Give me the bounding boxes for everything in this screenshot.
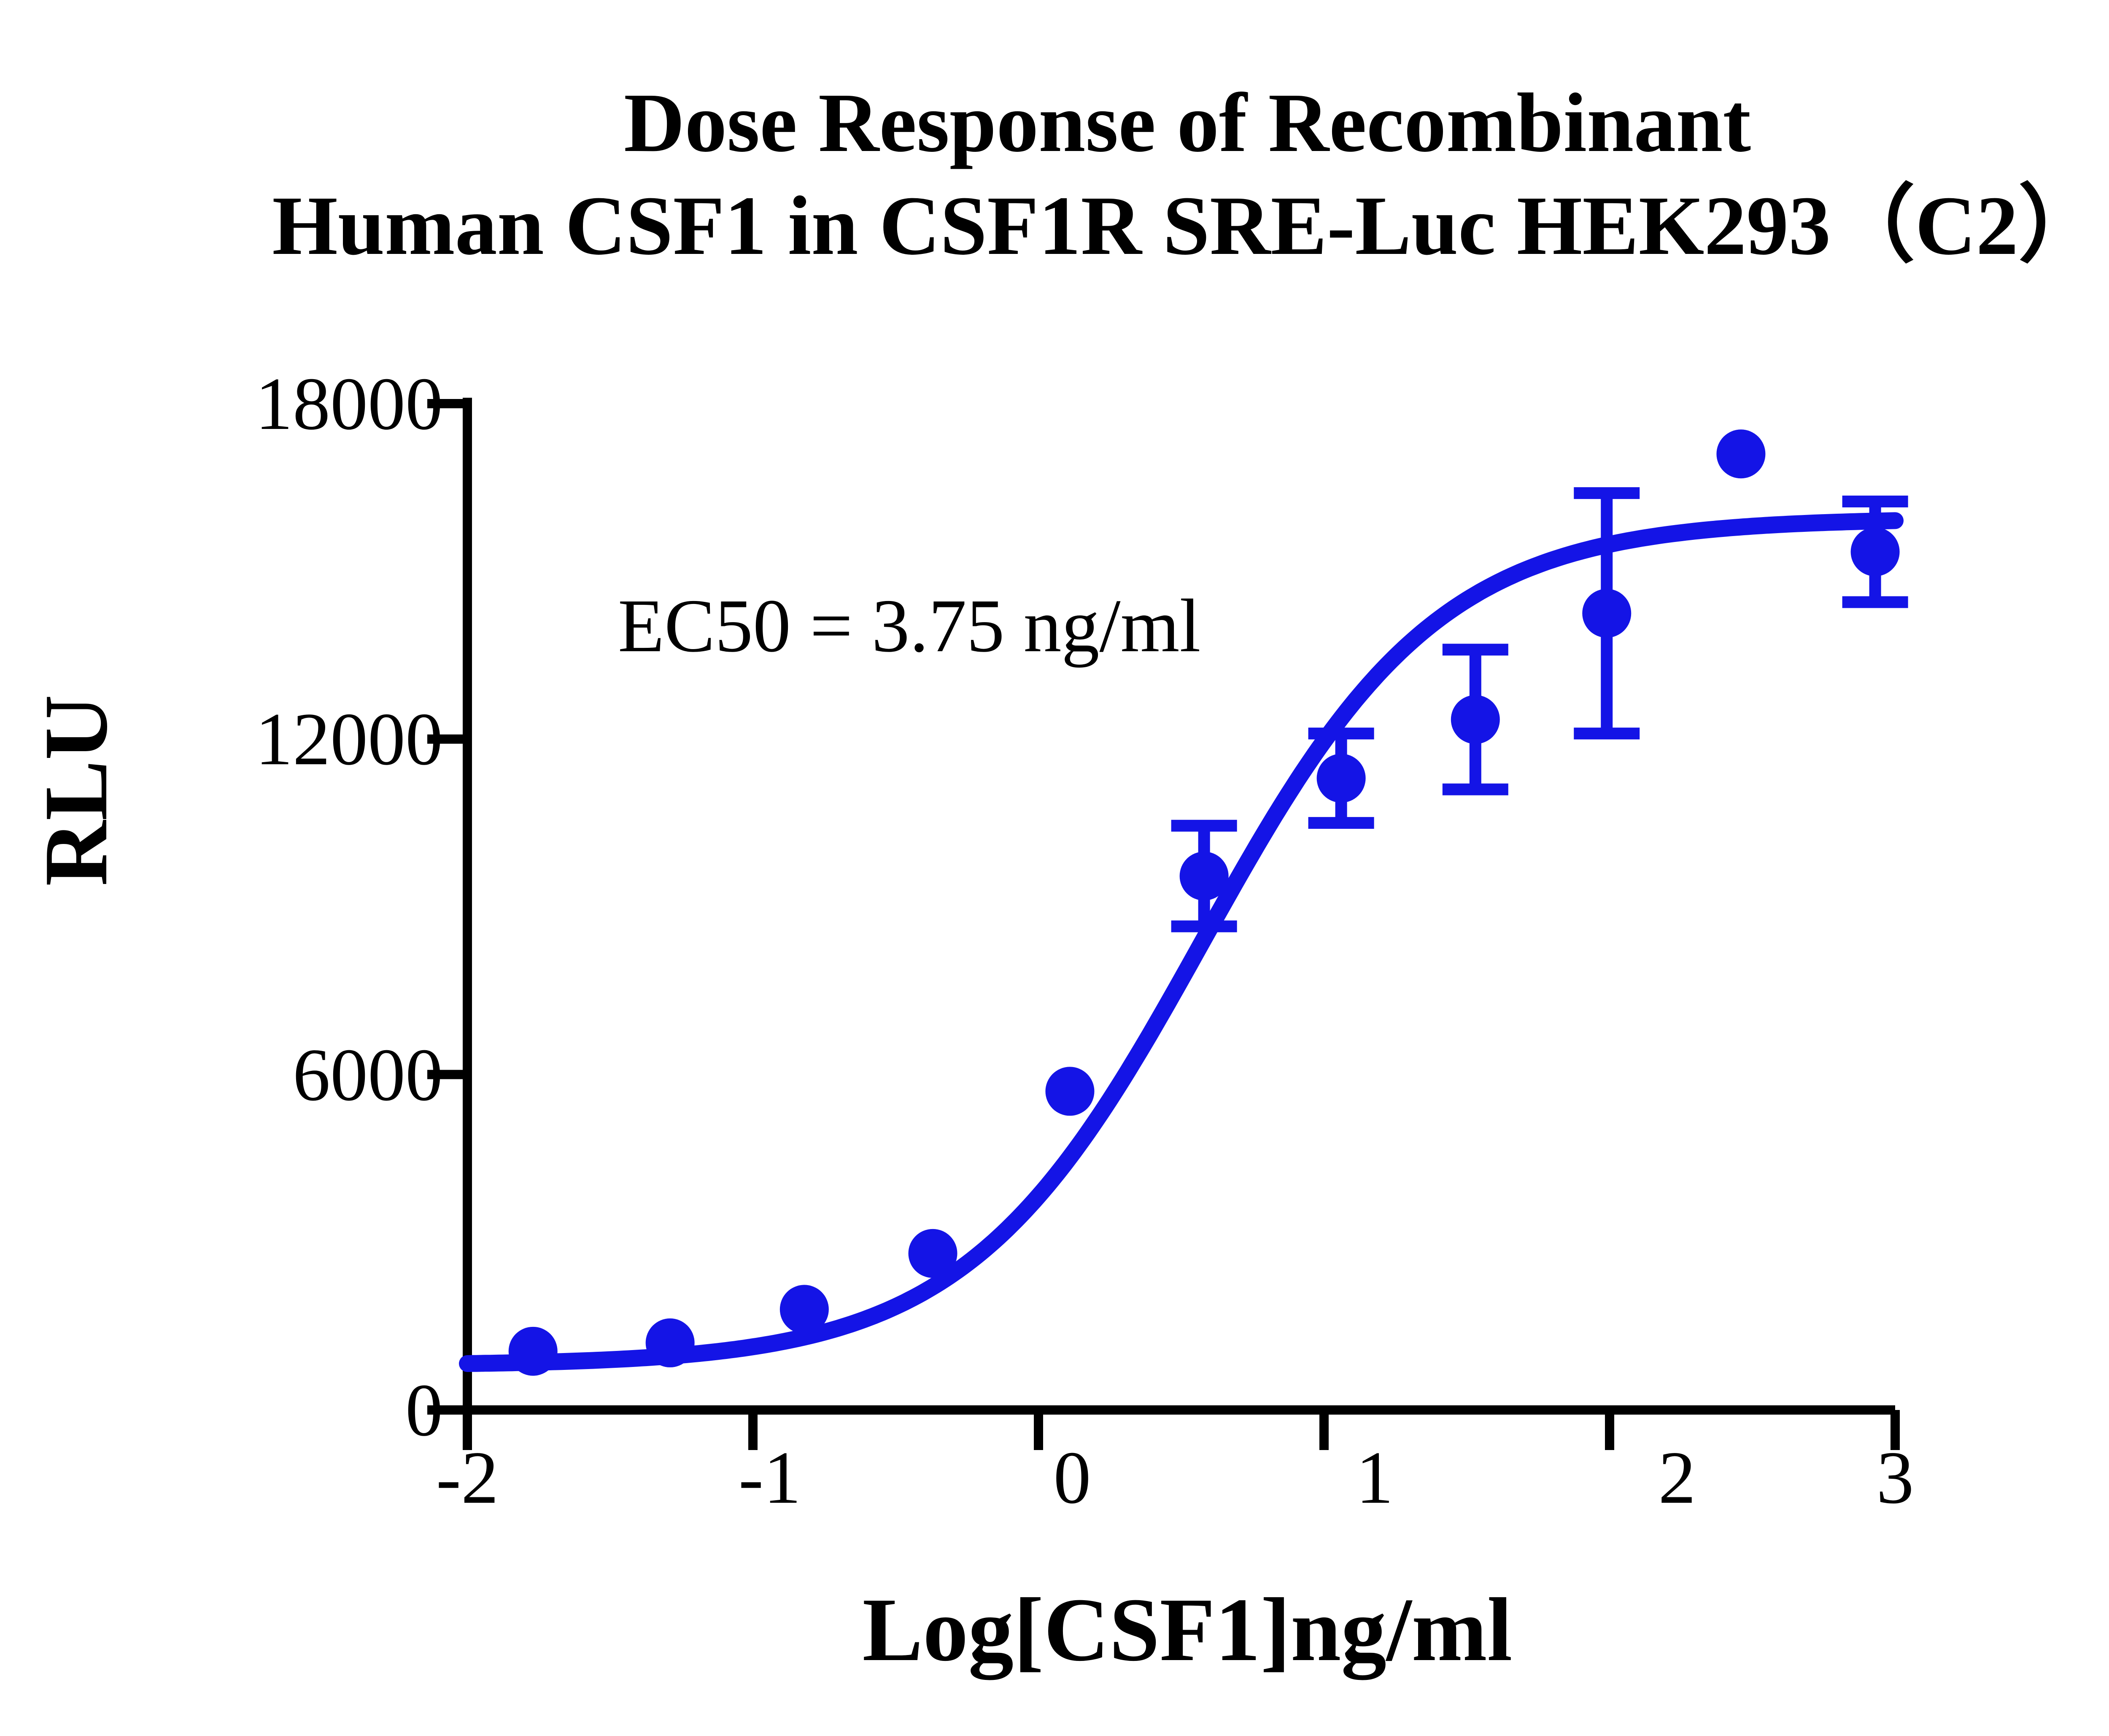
x-axis-label: Log[CSF1]ng/ml: [862, 1579, 1513, 1680]
chart-title-line2: Human CSF1 in CSF1R SRE-Luc HEK293（C2）: [272, 179, 2103, 272]
y-tick-label-6000: 6000: [293, 1033, 443, 1116]
data-points: [508, 429, 1900, 1376]
data-point-marker: [1582, 589, 1632, 638]
ec50-annotation: EC50 = 3.75 ng/ml: [618, 584, 1201, 668]
x-tick-label-2: 2: [1658, 1436, 1696, 1519]
data-point-marker: [1451, 695, 1500, 744]
chart-title-line1: Dose Response of Recombinant: [623, 76, 1751, 170]
axis-lines: [427, 398, 1900, 1450]
data-point-marker: [1316, 754, 1366, 803]
chart-title: Dose Response of Recombinant Human CSF1 …: [0, 72, 2109, 278]
fit-curve-path: [459, 512, 1904, 1372]
data-point-marker: [1716, 429, 1766, 479]
data-point-marker: [1850, 527, 1900, 577]
y-tick-label-12000: 12000: [255, 697, 443, 781]
data-point-marker: [1179, 852, 1229, 901]
fit-curve: [459, 512, 1904, 1372]
data-point-marker: [908, 1229, 957, 1278]
data-point-marker: [508, 1326, 558, 1376]
x-tick-label-0: 0: [1053, 1436, 1091, 1519]
y-tick-labels: 18000 12000 6000 0: [0, 0, 443, 1736]
data-point-marker: [779, 1285, 829, 1334]
x-tick-label-1: 1: [1356, 1436, 1394, 1519]
y-tick-label-18000: 18000: [255, 362, 443, 445]
data-point-marker: [645, 1318, 695, 1367]
data-point-marker: [1045, 1067, 1095, 1116]
